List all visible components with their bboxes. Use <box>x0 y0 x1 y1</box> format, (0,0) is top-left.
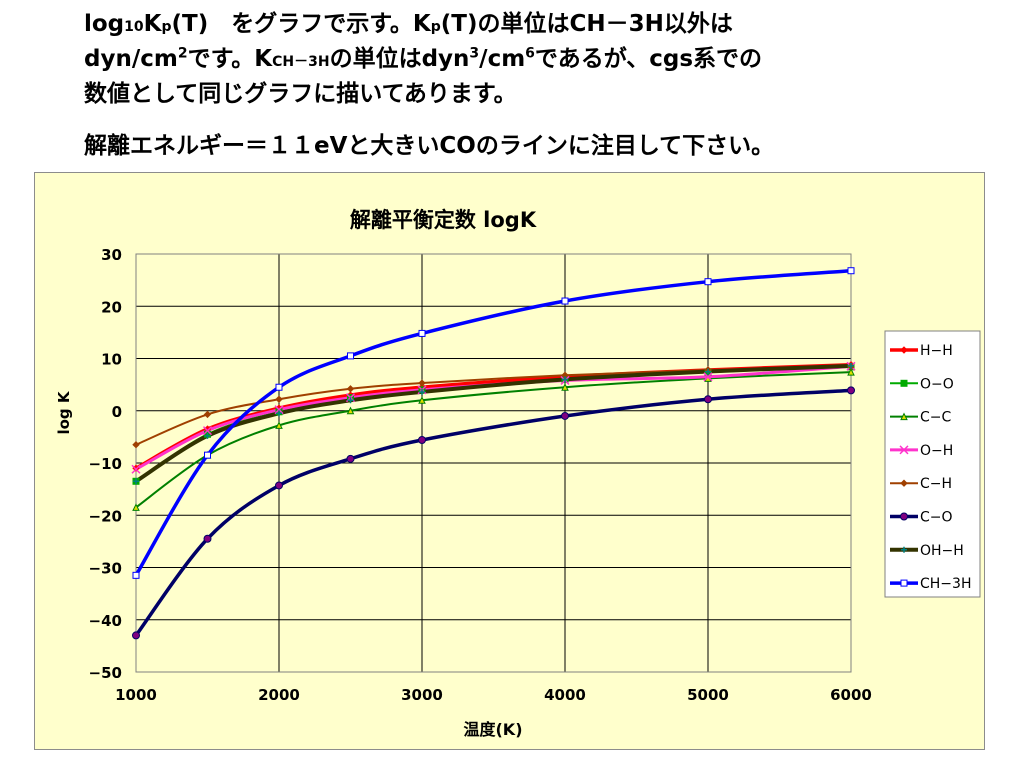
chart-title: 解離平衡定数 logK <box>350 208 537 232</box>
data-point <box>132 631 140 640</box>
heading-text: です。K <box>187 46 273 72</box>
data-point <box>133 478 139 485</box>
legend-marker <box>899 445 909 455</box>
data-point <box>847 267 855 275</box>
y-tick-label: −40 <box>89 612 122 630</box>
data-point <box>418 379 426 387</box>
legend-label: C−O <box>920 510 953 526</box>
data-point <box>346 385 355 393</box>
data-point <box>418 329 426 337</box>
data-point <box>561 297 569 305</box>
data-point <box>274 405 284 415</box>
legend-label: O−O <box>920 376 954 392</box>
data-point <box>276 410 282 417</box>
legend-box <box>884 330 981 598</box>
data-point <box>347 352 354 360</box>
data-point <box>132 503 140 511</box>
y-tick-label: 10 <box>101 351 122 369</box>
note-paragraph: 解離エネルギー＝１１eVと大きいCOのラインに注目して下さい。 <box>84 130 984 162</box>
y-tick-label: 30 <box>101 246 122 264</box>
legend-marker <box>900 579 908 587</box>
heading-text: の単位はdyn <box>329 46 470 72</box>
heading-text: であるが、cgs系での <box>534 46 763 72</box>
heading-superscript: 2 <box>177 45 188 62</box>
data-point <box>418 436 426 445</box>
y-tick-label: 20 <box>101 298 122 316</box>
heading-superscript: 6 <box>525 45 535 62</box>
data-point <box>275 395 283 403</box>
legend-label: H−H <box>920 343 953 359</box>
y-tick-label: 0 <box>112 403 122 421</box>
heading-text: K <box>143 11 162 37</box>
data-point <box>132 441 140 449</box>
y-tick-label: −20 <box>89 507 122 525</box>
legend-marker <box>900 479 908 487</box>
data-point <box>346 406 355 415</box>
legend-marker <box>900 412 908 421</box>
data-point <box>561 383 569 391</box>
legend-label: C−H <box>920 476 952 492</box>
x-tick-label: 1000 <box>115 686 157 704</box>
heading-line-3: 数値として同じグラフに描いてあります。 <box>84 81 517 107</box>
heading-subscript: p <box>430 19 441 35</box>
heading-text: /cm <box>479 46 526 72</box>
legend-marker <box>900 346 908 354</box>
y-tick-label: −10 <box>89 455 122 473</box>
data-point <box>847 367 855 376</box>
legend-marker <box>900 512 908 521</box>
y-tick-label: −30 <box>89 560 122 578</box>
data-point <box>418 396 426 404</box>
y-tick-label: −50 <box>89 664 122 682</box>
legend-label: CH−3H <box>920 576 971 592</box>
heading-text: log <box>84 11 125 37</box>
heading-subscript: p <box>161 19 172 35</box>
x-tick-label: 3000 <box>401 686 443 704</box>
data-point <box>275 421 283 429</box>
data-point <box>202 426 213 436</box>
legend-label: OH−H <box>920 543 964 559</box>
data-point <box>131 464 141 474</box>
data-point <box>705 368 711 375</box>
x-tick-label: 5000 <box>687 686 729 704</box>
data-point <box>346 454 355 463</box>
y-axis-label: log K <box>55 390 73 434</box>
heading-text: (T)の単位はCH－3H以外は <box>440 11 733 37</box>
data-point <box>419 388 425 395</box>
legend-marker <box>901 546 907 553</box>
x-axis-label: 温度(K) <box>462 720 522 739</box>
plot-border <box>135 253 852 673</box>
data-point <box>704 395 712 404</box>
data-point <box>275 481 283 490</box>
heading-subscript: CH－3H <box>272 54 330 70</box>
x-tick-label: 6000 <box>830 686 872 704</box>
data-point <box>561 411 569 420</box>
heading-line-1: log10Kp(T) をグラフで示す。Kp(T)の単位はCH－3H以外は <box>84 8 984 43</box>
data-point <box>203 410 212 419</box>
legend-label: O−H <box>920 443 953 459</box>
heading-subscript: 10 <box>124 19 144 35</box>
x-tick-label: 4000 <box>544 686 586 704</box>
heading-text: (T) をグラフで示す。K <box>171 11 431 37</box>
data-point <box>703 372 713 382</box>
data-point <box>347 397 354 404</box>
legend-label: C−C <box>920 410 952 426</box>
data-point <box>204 432 211 439</box>
data-point <box>203 534 212 543</box>
data-point <box>204 451 211 459</box>
data-point <box>562 376 568 383</box>
data-point <box>848 362 854 369</box>
x-tick-label: 2000 <box>258 686 300 704</box>
data-point <box>704 278 712 286</box>
heading-line-2: dyn/cm2です。KCH－3Hの単位はdyn3/cm6であるが、cgs系での <box>84 43 984 78</box>
note-line: 解離エネルギー＝１１eVと大きいCOのラインに注目して下さい。 <box>84 133 775 159</box>
heading-text: dyn/cm <box>84 46 178 72</box>
data-point <box>132 571 140 579</box>
chart-svg: 30 20 10 0 −10 −20 −30 −40 −50 1000 2000 3000 4000 50… <box>55 208 981 739</box>
chart-area: 30 20 10 0 −10 −20 −30 −40 −50 1000 2000 3000 4000 50… <box>34 172 985 750</box>
heading-superscript: 3 <box>469 45 480 62</box>
legend-marker <box>900 379 908 387</box>
data-point <box>275 383 283 391</box>
heading-paragraph: log10Kp(T) をグラフで示す。Kp(T)の単位はCH－3H以外は dyn… <box>84 8 984 110</box>
data-point <box>847 386 855 395</box>
